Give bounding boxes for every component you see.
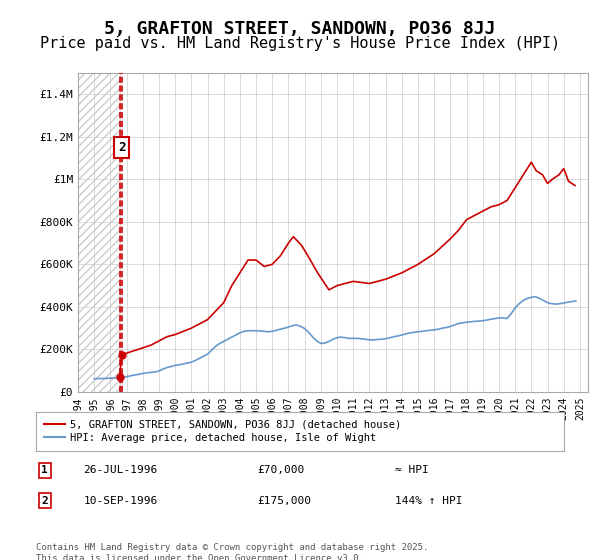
Text: 26-JUL-1996: 26-JUL-1996 <box>83 465 158 475</box>
Text: 144% ↑ HPI: 144% ↑ HPI <box>395 496 463 506</box>
Text: 2: 2 <box>118 141 125 154</box>
Text: 5, GRAFTON STREET, SANDOWN, PO36 8JJ: 5, GRAFTON STREET, SANDOWN, PO36 8JJ <box>104 20 496 38</box>
Text: 10-SEP-1996: 10-SEP-1996 <box>83 496 158 506</box>
Legend: 5, GRAFTON STREET, SANDOWN, PO36 8JJ (detached house), HPI: Average price, detac: 5, GRAFTON STREET, SANDOWN, PO36 8JJ (de… <box>41 417 405 446</box>
Text: 2: 2 <box>41 496 48 506</box>
Text: £175,000: £175,000 <box>258 496 312 506</box>
Text: Contains HM Land Registry data © Crown copyright and database right 2025.
This d: Contains HM Land Registry data © Crown c… <box>36 543 428 560</box>
Text: £70,000: £70,000 <box>258 465 305 475</box>
Text: ≈ HPI: ≈ HPI <box>395 465 429 475</box>
Text: Price paid vs. HM Land Registry's House Price Index (HPI): Price paid vs. HM Land Registry's House … <box>40 36 560 52</box>
Text: 1: 1 <box>41 465 48 475</box>
